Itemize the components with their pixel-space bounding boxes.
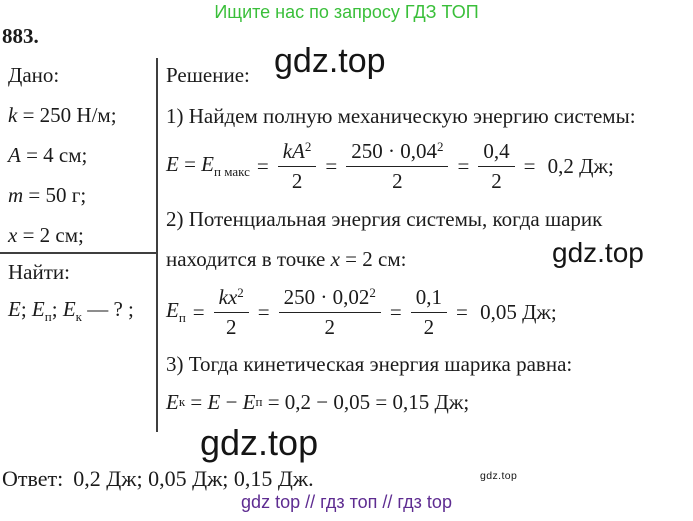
step2-text-line1: 2) Потенциальная энергия системы, когда … xyxy=(166,207,603,231)
vertical-divider xyxy=(156,58,158,432)
given-item-x: x = 2 см; xyxy=(8,223,84,247)
given-item-a: A = 4 см; xyxy=(8,143,88,167)
step1-formula: E = Eп макс = kA2 2 = 250 · 0,042 2 = 0,… xyxy=(166,137,614,195)
step1-formula-lead: E = Eп макс xyxy=(166,152,250,179)
step2-result: 0,05 Дж; xyxy=(474,299,557,324)
equals-sign: = xyxy=(455,299,468,324)
given-item-k: k = 250 Н/м; xyxy=(8,103,117,127)
fraction-01-2: 0,1 2 xyxy=(410,285,447,340)
equals-sign: = xyxy=(257,299,270,324)
find-title: Найти: xyxy=(8,260,70,284)
equals-sign: = xyxy=(325,153,338,178)
given-title: Дано: xyxy=(8,63,60,87)
fraction-04-2: 0,4 2 xyxy=(478,139,515,194)
equals-sign: = xyxy=(523,153,536,178)
fraction-250x002-2: 250 · 0,022 2 xyxy=(278,285,381,340)
fraction-kx2-2: kx2 2 xyxy=(213,285,249,340)
step2-formula: Eп = kx2 2 = 250 · 0,022 2 = 0,1 2 = 0,0… xyxy=(166,283,557,341)
fraction-kA2-2: kA2 2 xyxy=(277,139,317,194)
footer-links: gdz top // гдз топ // гдз top xyxy=(241,492,452,512)
given-item-m: m = 50 г; xyxy=(8,183,87,207)
problem-number: 883. xyxy=(2,24,39,48)
equals-sign: = xyxy=(389,299,402,324)
watermark-mid: gdz.top xyxy=(552,237,644,268)
answer-label: Ответ: xyxy=(2,466,64,491)
answer-values: 0,2 Дж; 0,05 Дж; 0,15 Дж. xyxy=(73,466,314,491)
fraction-250x004-2: 250 · 0,042 2 xyxy=(346,139,449,194)
equals-sign: = xyxy=(457,153,470,178)
equals-sign: = xyxy=(256,153,269,178)
equals-sign: = xyxy=(192,299,205,324)
watermark-bottom: gdz.top xyxy=(200,422,319,463)
step1-result: 0,2 Дж; xyxy=(542,153,614,178)
watermark-small: gdz.top xyxy=(480,470,518,482)
answer-line: Ответ: 0,2 Дж; 0,05 Дж; 0,15 Дж. xyxy=(2,466,314,492)
find-quantities: E; Eп; Eк — ? ; xyxy=(8,297,134,324)
step3-text: 3) Тогда кинетическая энергия шарика рав… xyxy=(166,352,573,376)
promo-banner: Ищите нас по запросу ГДЗ ТОП xyxy=(214,2,479,22)
step2-text-line2: находится в точке x = 2 см: xyxy=(166,247,407,271)
step2-formula-lead: Eп xyxy=(166,298,186,325)
solution-title: Решение: xyxy=(166,63,250,87)
watermark-top: gdz.top xyxy=(274,42,386,80)
step1-text: 1) Найдем полную механическую энергию си… xyxy=(166,104,636,128)
horizontal-divider xyxy=(0,252,157,254)
